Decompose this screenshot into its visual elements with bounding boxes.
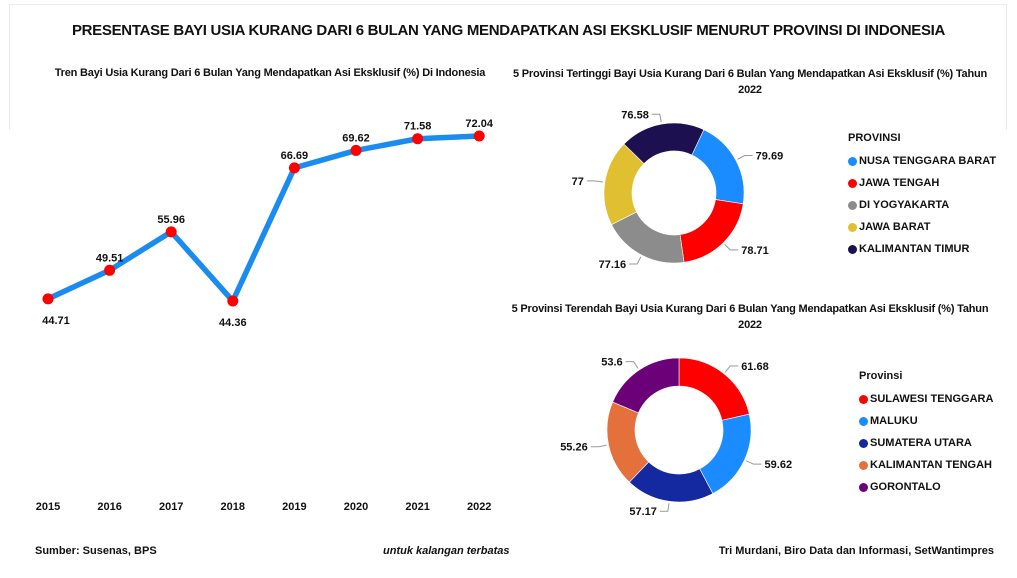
leader-line	[659, 503, 670, 512]
data-point	[165, 226, 177, 238]
data-point	[42, 293, 54, 305]
legend-label: JAWA TENGAH	[859, 177, 940, 189]
legend-dot-icon	[859, 460, 868, 470]
x-tick-label: 2019	[282, 501, 306, 513]
x-tick-label: 2018	[221, 501, 245, 513]
top5-chart-title: 5 Provinsi Tertinggi Bayi Usia Kurang Da…	[512, 68, 988, 96]
bottom5-legend: Provinsi SULAWESI TENGGARA MALUKU SUMATERA…	[859, 370, 993, 498]
slice-label: 79.69	[756, 151, 784, 163]
legend-item[interactable]: DI YOGYAKARTA	[848, 194, 996, 216]
legend-dot-icon	[859, 482, 868, 492]
page-title: PRESENTASE BAYI USIA KURANG DARI 6 BULAN…	[71, 22, 946, 39]
leader-line	[746, 460, 762, 465]
data-point	[227, 295, 239, 307]
slice-label: 77.16	[599, 259, 627, 271]
data-label: 69.62	[342, 132, 370, 144]
legend-dot-icon	[848, 222, 857, 232]
x-tick-label: 2015	[36, 501, 60, 513]
legend-dot-icon	[848, 200, 857, 210]
x-tick-label: 2021	[405, 501, 429, 513]
x-tick-label: 2017	[159, 501, 183, 513]
legend-label: SUMATERA UTARA	[870, 437, 972, 449]
slice-label: 78.71	[741, 245, 769, 257]
legend-dot-icon	[859, 438, 868, 448]
leader-line	[724, 365, 739, 373]
data-point	[473, 130, 485, 142]
legend-title: Provinsi	[859, 370, 903, 382]
data-label: 44.36	[219, 317, 247, 329]
legend-dot-icon	[848, 156, 857, 166]
bottom5-chart-title: 5 Provinsi Terendah Bayi Usia Kurang Dar…	[511, 303, 989, 331]
donut-slice	[623, 122, 705, 165]
legend-item[interactable]: SUMATERA UTARA	[859, 432, 993, 454]
legend-item[interactable]: KALIMANTAN TENGAH	[859, 454, 993, 476]
slice-label: 61.68	[741, 361, 769, 373]
legend-dot-icon	[848, 244, 857, 254]
legend-item[interactable]: KALIMANTAN TIMUR	[848, 238, 996, 260]
legend-item[interactable]: GORONTALO	[859, 476, 993, 498]
legend-dot-icon	[859, 416, 868, 426]
legend-label: MALUKU	[870, 415, 918, 427]
legend-item[interactable]: MALUKU	[859, 410, 993, 432]
top5-donut-chart: 79.69 78.71 77.16 77 76.58	[572, 109, 784, 271]
slice-label: 53.6	[601, 357, 622, 369]
source-text: Sumber: Susenas, BPS	[35, 545, 157, 557]
legend-item[interactable]: JAWA BARAT	[848, 216, 996, 238]
legend-dot-icon	[859, 394, 868, 404]
data-label: 71.58	[404, 121, 432, 133]
donut-slice	[612, 357, 680, 414]
slice-label: 76.58	[621, 109, 649, 121]
legend-label: JAWA BARAT	[859, 221, 931, 233]
line-chart: 44.71 2015 49.51 2016 55.96 2017 44.36 2018 66.6…	[36, 118, 494, 513]
leader-line	[724, 243, 739, 251]
donut-slice	[611, 211, 685, 264]
legend-title: PROVINSI	[848, 132, 901, 144]
legend-item[interactable]: NUSA TENGGARA BARAT	[848, 150, 996, 172]
line-chart-title: Tren Bayi Usia Kurang Dari 6 Bulan Yang …	[54, 67, 486, 79]
leader-line	[586, 180, 603, 183]
legend-item[interactable]: SULAWESI TENGGARA	[859, 388, 993, 410]
x-tick-label: 2016	[97, 501, 121, 513]
slice-label: 77	[572, 176, 584, 188]
leader-line	[625, 361, 639, 369]
data-point	[288, 162, 300, 174]
legend-label: GORONTALO	[870, 481, 941, 493]
credit-text: Tri Murdani, Biro Data dan Informasi, Se…	[718, 545, 994, 557]
leader-line	[737, 155, 753, 160]
x-tick-label: 2022	[467, 501, 491, 513]
legend-label: SULAWESI TENGGARA	[870, 393, 994, 405]
data-point	[350, 144, 362, 156]
legend-label: KALIMANTAN TIMUR	[859, 243, 970, 255]
donut-slice	[678, 357, 750, 421]
legend-label: KALIMANTAN TENGAH	[870, 459, 993, 471]
legend-dot-icon	[848, 178, 857, 188]
leader-line	[651, 113, 662, 123]
leader-line	[629, 256, 642, 265]
slice-label: 59.62	[765, 459, 793, 471]
series-line	[46, 133, 480, 304]
data-label: 55.96	[157, 214, 185, 226]
x-tick-label: 2020	[344, 501, 368, 513]
restriction-note: untuk kalangan terbatas	[383, 545, 510, 557]
data-point	[412, 133, 424, 145]
data-label: 49.51	[96, 252, 124, 264]
data-label: 72.04	[465, 118, 493, 130]
slice-label: 55.26	[560, 442, 588, 454]
legend-label: DI YOGYAKARTA	[859, 199, 950, 211]
donut-slice	[691, 129, 745, 205]
slice-label: 57.17	[629, 506, 657, 518]
data-point	[104, 264, 116, 276]
top5-legend: PROVINSI NUSA TENGGARA BARAT JAWA TENGAH D…	[848, 132, 996, 260]
donut-slice	[699, 413, 752, 494]
header-frame	[9, 4, 1007, 130]
leader-line	[590, 444, 607, 448]
legend-item[interactable]: JAWA TENGAH	[848, 172, 996, 194]
bottom5-donut-chart: 61.68 59.62 57.17 55.26 53.6	[560, 357, 792, 519]
data-label: 44.71	[42, 315, 70, 327]
legend-label: NUSA TENGGARA BARAT	[859, 155, 997, 167]
data-label: 66.69	[281, 150, 309, 162]
donut-slice	[679, 199, 744, 263]
